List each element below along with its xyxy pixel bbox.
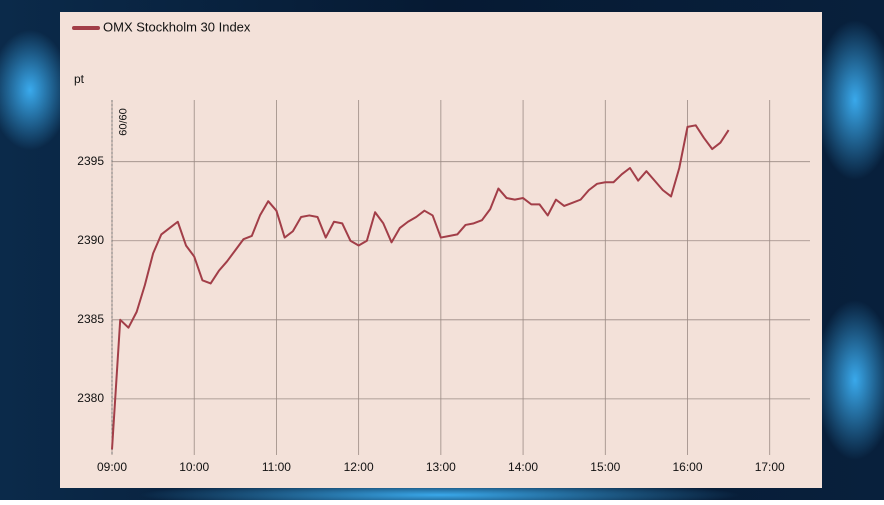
- x-tick-label: 09:00: [97, 460, 127, 474]
- y-tick-label: 2380: [77, 391, 104, 405]
- y-tick-label: 2385: [77, 312, 104, 326]
- x-tick-label: 11:00: [262, 460, 291, 474]
- series-line: [111, 124, 730, 450]
- background-glow: [0, 30, 70, 150]
- x-tick-label: 15:00: [590, 460, 620, 474]
- plot-area: 2380 2385 2390 2395 09:00 10:00 11:00 12:00 13:0…: [77, 100, 810, 474]
- x-tick-label: 14:00: [508, 460, 538, 474]
- legend-label[interactable]: OMX Stockholm 30 Index: [103, 19, 251, 34]
- y-axis-label: pt: [74, 72, 85, 86]
- x-tick-label: 17:00: [755, 460, 785, 474]
- y-tick-label: 2390: [77, 233, 104, 247]
- date-label: 09/09: [116, 108, 128, 136]
- y-tick-label: 2395: [77, 154, 104, 168]
- background-glow: [815, 20, 884, 180]
- x-tick-label: 10:00: [179, 460, 209, 474]
- x-tick-label: 12:00: [344, 460, 374, 474]
- x-tick-label: 13:00: [426, 460, 456, 474]
- x-tick-label: 16:00: [672, 460, 702, 474]
- background-glow: [815, 300, 884, 460]
